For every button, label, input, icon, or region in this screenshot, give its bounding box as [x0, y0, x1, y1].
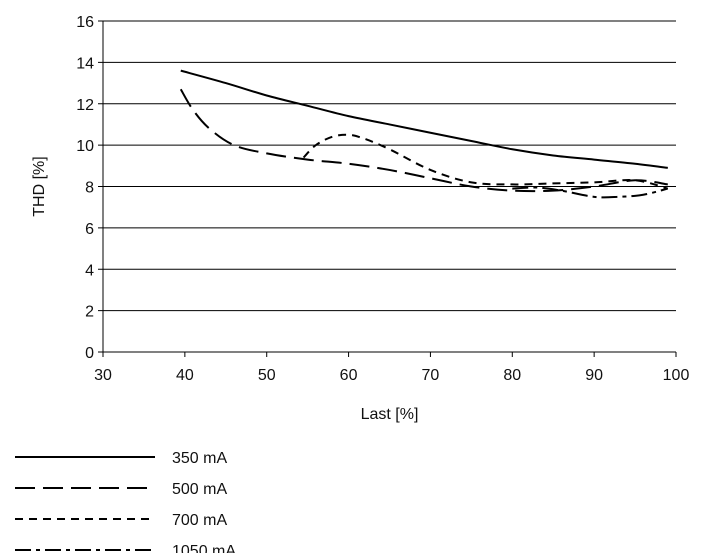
x-axis-title: Last [%] — [361, 406, 419, 423]
y-tick-label: 2 — [85, 304, 94, 321]
y-tick-label: 6 — [85, 221, 94, 238]
legend: 350 mA 500 mA 700 mA 1050 mA — [15, 450, 236, 553]
series-line-500-ma — [179, 88, 668, 193]
y-tick-labels: 0 2 4 6 8 10 12 14 16 — [76, 14, 94, 362]
x-tick-label: 80 — [503, 367, 521, 384]
series-line-1050-ma — [512, 186, 669, 199]
y-tick-label: 16 — [76, 14, 94, 31]
axes — [98, 20, 677, 357]
y-tick-label: 8 — [85, 180, 94, 197]
legend-label: 1050 mA — [172, 543, 236, 553]
x-tick-label: 90 — [585, 367, 603, 384]
y-tick-label: 12 — [76, 97, 94, 114]
legend-label: 700 mA — [172, 512, 227, 529]
y-axis-title: THD [%] — [31, 156, 48, 216]
x-tick-label: 70 — [422, 367, 440, 384]
series-line-350-ma — [180, 69, 668, 169]
legend-label: 350 mA — [172, 450, 227, 467]
series-lines — [179, 69, 669, 199]
x-tick-label: 40 — [176, 367, 194, 384]
y-tick-label: 0 — [85, 345, 94, 362]
y-tick-label: 14 — [76, 55, 94, 72]
x-tick-label: 60 — [340, 367, 358, 384]
x-tick-label: 100 — [663, 367, 690, 384]
x-tick-label: 50 — [258, 367, 276, 384]
x-tick-labels: 30 40 50 60 70 80 90 100 — [94, 367, 689, 384]
gridlines — [103, 20, 676, 312]
x-tick-label: 30 — [94, 367, 112, 384]
y-tick-label: 4 — [85, 262, 94, 279]
legend-label: 500 mA — [172, 481, 227, 498]
y-tick-label: 10 — [76, 138, 94, 155]
series-line-700-ma — [302, 133, 669, 190]
